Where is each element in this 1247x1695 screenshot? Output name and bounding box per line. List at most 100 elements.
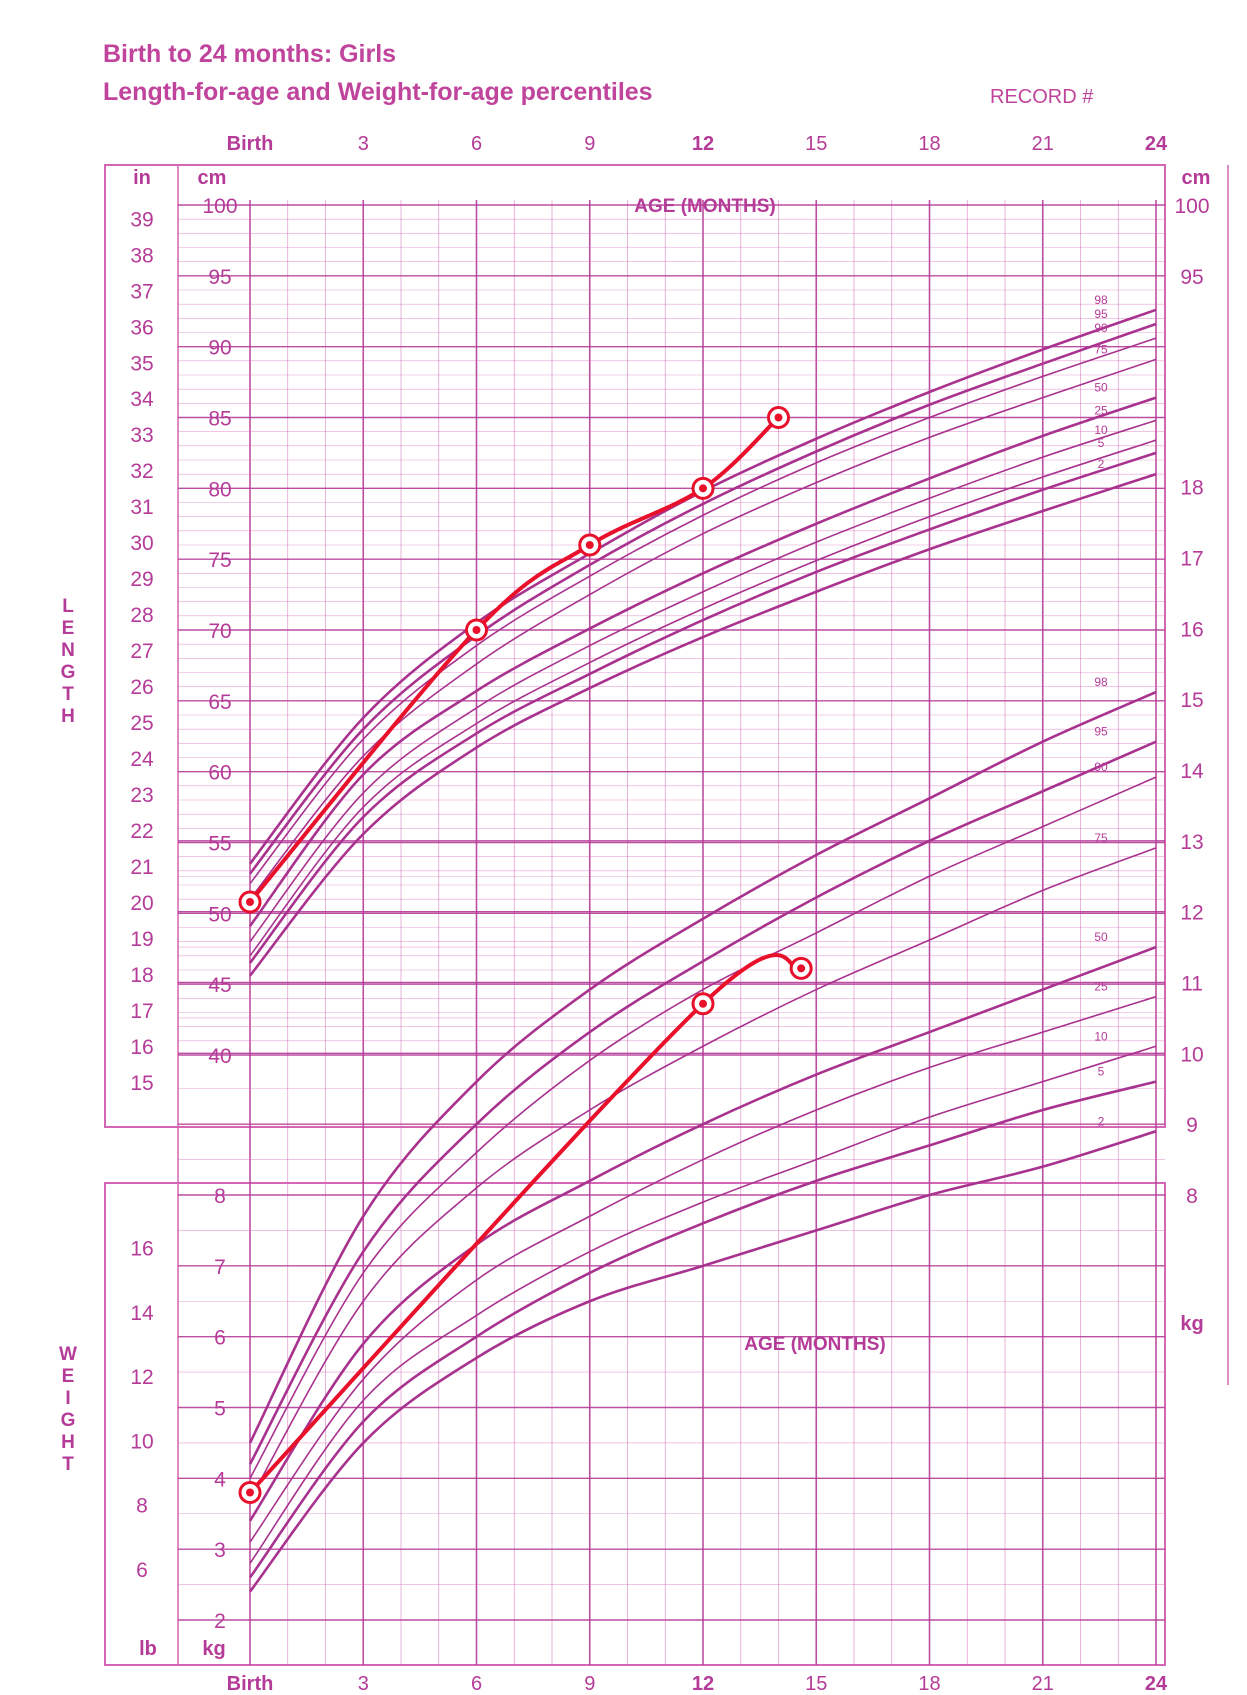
lb-tick-label: 6 — [136, 1559, 148, 1582]
kg-tick-label-right: 10 — [1180, 1043, 1203, 1066]
inch-tick-label: 16 — [130, 1036, 153, 1059]
inch-tick-label: 27 — [130, 640, 153, 663]
age-tick-label: 21 — [1032, 133, 1054, 155]
weight-percentile-label: 98 — [1094, 675, 1108, 689]
length-percentile-label: 95 — [1094, 307, 1108, 321]
age-tick-label-bottom: Birth — [227, 1673, 274, 1695]
length-percentile-label: 98 — [1094, 293, 1108, 307]
cm-tick-label: 80 — [208, 478, 231, 501]
weight-percentile-75 — [249, 847, 1157, 1500]
inch-tick-label: 26 — [130, 676, 153, 699]
cm-tick-label-right: 100 — [1174, 195, 1209, 218]
length-percentile-label: 75 — [1094, 342, 1108, 356]
lb-tick-label: 14 — [130, 1302, 154, 1325]
length-axis-letter: N — [61, 640, 75, 661]
length-percentile-label: 90 — [1094, 321, 1108, 335]
kg-tick-label: 4 — [214, 1468, 226, 1491]
inch-tick-label: 18 — [130, 964, 153, 987]
length-percentile-50 — [248, 396, 1157, 927]
kg-tick-label-right: 12 — [1180, 902, 1203, 925]
age-tick-label-bottom: 3 — [358, 1673, 369, 1695]
length-percentile-95 — [248, 322, 1157, 875]
inch-tick-label: 34 — [130, 388, 154, 411]
kg-unit-label-right: kg — [1180, 1313, 1203, 1335]
inch-tick-label: 39 — [130, 208, 153, 231]
length-panel-frame — [104, 164, 1166, 1128]
length-axis-letter: H — [61, 706, 75, 727]
inch-tick-label: 20 — [130, 892, 153, 915]
age-tick-label: Birth — [227, 133, 274, 155]
kg-tick-label-right: 13 — [1180, 831, 1203, 854]
patient-length-point-center — [472, 626, 481, 634]
kg-tick-label-right: 9 — [1186, 1114, 1198, 1137]
record-number-label: RECORD # — [990, 86, 1094, 108]
grid — [104, 164, 1229, 1666]
kg-tick-label-right: 11 — [1181, 973, 1203, 996]
length-percentile-2 — [248, 472, 1157, 977]
patient-weight-line — [248, 953, 802, 1494]
weight-axis-letter: I — [65, 1388, 70, 1409]
cm-tick-label: 70 — [208, 620, 231, 643]
length-percentile-label: 10 — [1094, 423, 1108, 437]
weight-percentile-98 — [248, 690, 1157, 1444]
lb-tick-label: 8 — [136, 1495, 148, 1518]
weight-axis-letter: E — [62, 1366, 75, 1387]
patient-length-point-center — [699, 484, 707, 493]
inch-tick-label: 23 — [130, 784, 153, 807]
kg-tick-label-right: 15 — [1180, 689, 1203, 712]
length-percentile-5 — [248, 451, 1157, 964]
cm-tick-label: 60 — [208, 762, 231, 785]
length-percentile-10 — [249, 439, 1157, 957]
inch-tick-label: 33 — [130, 424, 153, 447]
age-tick-label-bottom: 15 — [805, 1673, 827, 1695]
weight-axis-letter: H — [61, 1432, 75, 1453]
axis-labels: BirthBirth33669912121515181821212424AGE … — [59, 133, 1210, 1695]
lb-tick-label: 10 — [130, 1430, 153, 1453]
age-tick-label: 24 — [1145, 133, 1168, 155]
weight-percentile-label: 25 — [1094, 980, 1108, 994]
kg-tick-label-right: 16 — [1180, 618, 1203, 641]
kg-tick-label: 8 — [214, 1185, 226, 1208]
cm-tick-label: 55 — [208, 833, 231, 856]
length-percentile-75 — [249, 358, 1157, 900]
cm-tick-label: 65 — [208, 691, 231, 714]
cm-tick-label: 85 — [208, 408, 231, 431]
weight-percentile-5 — [248, 1080, 1157, 1579]
inch-tick-label: 21 — [130, 856, 153, 879]
weight-axis-letter: T — [62, 1454, 74, 1475]
age-axis-label-length: AGE (MONTHS) — [634, 196, 775, 217]
weight-percentile-label: 95 — [1094, 725, 1108, 739]
patient-weight-point-center — [797, 964, 806, 973]
length-percentile-label: 5 — [1098, 436, 1105, 450]
cm-tick-label: 50 — [208, 903, 231, 926]
inch-tick-label: 29 — [130, 568, 153, 591]
weight-axis-letter: W — [59, 1344, 77, 1365]
age-tick-label: 18 — [918, 133, 940, 155]
cm-tick-label-right: 95 — [1180, 266, 1203, 289]
inch-tick-label: 38 — [130, 244, 153, 267]
lb-unit-label: lb — [139, 1638, 157, 1660]
inch-tick-label: 36 — [130, 316, 153, 339]
age-tick-label-bottom: 21 — [1032, 1673, 1054, 1695]
length-percentile-label: 50 — [1094, 381, 1108, 395]
weight-percentile-25 — [249, 995, 1157, 1543]
length-percentile-label: 25 — [1094, 403, 1108, 417]
age-tick-label: 15 — [805, 133, 827, 155]
weight-percentile-50 — [248, 945, 1157, 1522]
length-axis-letter: L — [62, 596, 74, 617]
chart-title: Birth to 24 months: Girls — [103, 40, 397, 68]
kg-tick-label: 3 — [214, 1539, 226, 1562]
kg-tick-label: 6 — [214, 1327, 226, 1350]
inch-tick-label: 24 — [130, 748, 154, 771]
cm-unit-label: cm — [198, 167, 227, 189]
weight-axis-letter: G — [61, 1410, 76, 1431]
kg-tick-label: 5 — [214, 1398, 226, 1421]
cm-tick-label: 95 — [208, 266, 231, 289]
inch-unit-label: in — [133, 167, 151, 189]
kg-tick-label: 2 — [214, 1610, 226, 1633]
inch-tick-label: 15 — [130, 1072, 153, 1095]
age-tick-label-bottom: 24 — [1145, 1673, 1168, 1695]
cm-tick-label: 90 — [208, 337, 231, 360]
